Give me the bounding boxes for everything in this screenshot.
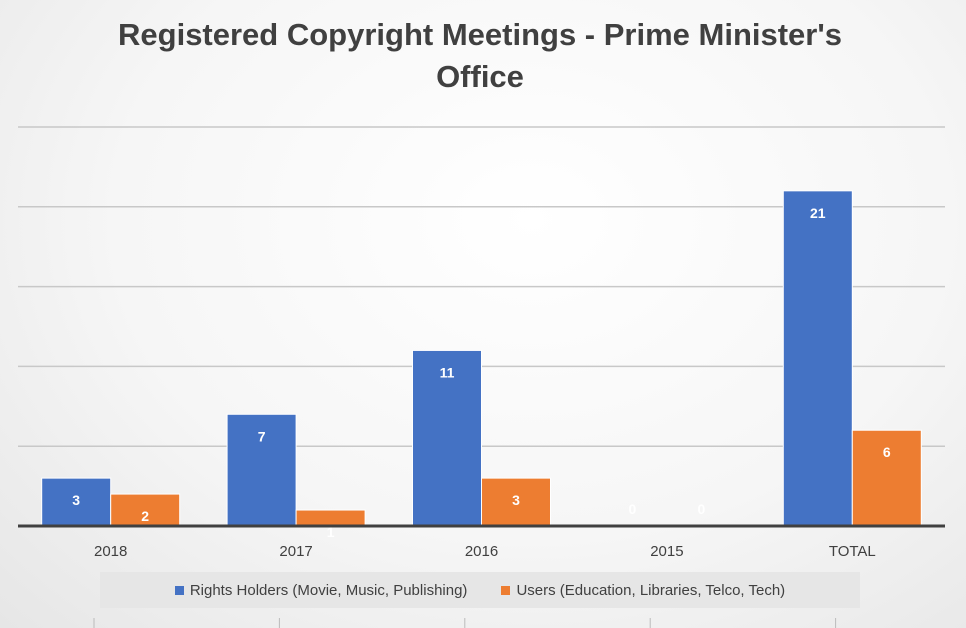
chart-title: Registered Copyright Meetings - Prime Mi… xyxy=(118,17,842,94)
x-tick-label: 2016 xyxy=(465,543,498,560)
x-tick-label: 2018 xyxy=(94,543,127,560)
data-label: 0 xyxy=(698,501,706,517)
data-label: 0 xyxy=(629,501,637,517)
bar xyxy=(851,429,922,527)
legend-item: Rights Holders (Movie, Music, Publishing… xyxy=(174,581,468,599)
data-label: 11 xyxy=(440,364,455,380)
legend-swatch xyxy=(501,585,511,595)
bar xyxy=(110,493,181,527)
x-tick-label: 2017 xyxy=(279,543,312,560)
legend: Rights Holders (Movie, Music, Publishing… xyxy=(100,572,860,608)
legend-item: Users (Education, Libraries, Telco, Tech… xyxy=(501,582,785,599)
bar xyxy=(41,477,112,527)
bar xyxy=(782,190,853,527)
legend-label: Users (Education, Libraries, Telco, Tech… xyxy=(516,581,786,599)
data-label: 3 xyxy=(512,492,520,508)
legend-label: Rights Holders (Movie, Music, Publishing… xyxy=(189,581,468,599)
legend-swatch xyxy=(174,585,184,595)
data-label: 1 xyxy=(327,524,335,540)
data-label: 7 xyxy=(258,428,266,444)
data-label: 6 xyxy=(883,444,891,460)
data-label: 21 xyxy=(810,205,826,221)
data-label: 3 xyxy=(72,492,80,508)
x-tick-label: 2015 xyxy=(650,543,683,560)
data-label: 2 xyxy=(141,508,149,524)
x-tick-label: TOTAL xyxy=(829,543,876,560)
bar xyxy=(226,413,297,527)
